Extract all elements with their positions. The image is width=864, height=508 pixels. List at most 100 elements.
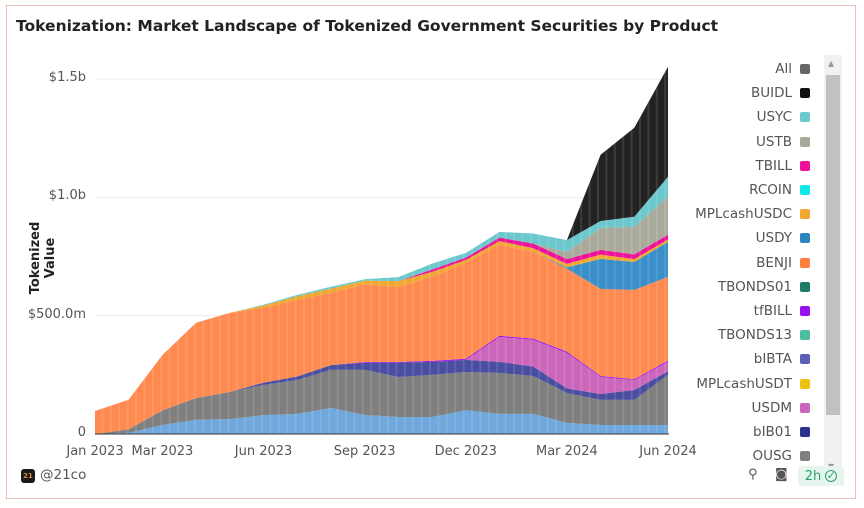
bar-separator [168, 60, 171, 434]
legend-swatch [800, 160, 810, 171]
area-unlabeled-series[interactable] [95, 407, 668, 434]
legend-swatch [800, 136, 810, 147]
area-benji[interactable] [95, 244, 668, 434]
bar-separator [538, 60, 541, 434]
legend-item-mplcashusdt[interactable]: MPLcashUSDT [650, 371, 810, 395]
legend-item-usyc[interactable]: USYC [650, 105, 810, 129]
bar-separator [101, 60, 104, 434]
bar-separator [235, 60, 238, 434]
legend-item-rcoin[interactable]: RCOIN [650, 178, 810, 202]
bar-separator [118, 60, 121, 434]
bar-separator [210, 60, 213, 434]
bar-separator [177, 60, 179, 434]
legend-swatch [800, 257, 810, 268]
author-handle[interactable]: @21co [40, 467, 87, 483]
x-tick-label: Mar 2024 [536, 444, 598, 459]
area-tbill[interactable] [95, 234, 668, 412]
bar-separator [479, 60, 482, 434]
legend-item-tbonds13[interactable]: TBONDS13 [650, 323, 810, 347]
bar-separator [336, 60, 339, 434]
scroll-up-icon[interactable]: ▲ [828, 59, 835, 68]
legend-label: OUSG [752, 448, 792, 465]
bar-separator [664, 60, 667, 434]
21co-logo: 21 [21, 469, 35, 483]
bar-separator [286, 60, 289, 434]
legend-item-tbill[interactable]: TBILL [650, 154, 810, 178]
legend-swatch [800, 354, 810, 365]
legend-scrollbar[interactable]: ▲ ▼ [824, 55, 842, 475]
legend-item-ustb[interactable]: USTB [650, 130, 810, 154]
legend-swatch [800, 426, 810, 437]
bar-separator [328, 60, 331, 434]
plug-icon[interactable]: ⚲ [748, 467, 758, 482]
scrollbar-thumb[interactable] [826, 75, 840, 415]
bar-separator [588, 60, 591, 434]
bar-separator [261, 60, 263, 434]
bar-separator [613, 60, 616, 434]
bar-separator [412, 60, 415, 434]
legend-label: BENJI [756, 254, 792, 271]
bar-separator [277, 60, 280, 434]
bar-separator [126, 60, 129, 434]
area-ousg[interactable] [95, 369, 668, 434]
legend: All BUIDL USYC USTB TBILL RCOIN MPLcashUSDC USD… [650, 57, 810, 468]
x-tick-label: Jun 2024 [639, 444, 697, 459]
y-tick-label: $1.5b [48, 70, 86, 85]
bar-separator [219, 60, 221, 434]
legend-label: TBILL [755, 157, 792, 174]
legend-swatch [800, 281, 810, 292]
bar-separator [294, 60, 297, 434]
legend-item-tbonds01[interactable]: TBONDS01 [650, 275, 810, 299]
bar-separator [109, 60, 112, 434]
legend-swatch [800, 88, 810, 99]
legend-item-bibta[interactable]: bIBTA [650, 347, 810, 371]
area-mplcashusdc[interactable] [95, 239, 668, 412]
bar-separator [135, 60, 137, 434]
bar-separator [319, 60, 322, 434]
legend-item-tfbill[interactable]: tfBILL [650, 299, 810, 323]
bar-separator [580, 60, 583, 434]
legend-item-usdm[interactable]: USDM [650, 396, 810, 420]
bar-separator [487, 60, 490, 434]
legend-item-all[interactable]: All [650, 57, 810, 81]
bar-separator [571, 60, 574, 434]
bar-separator [252, 60, 255, 434]
bar-separator [269, 60, 272, 434]
bar-separator [387, 60, 389, 434]
area-usdm[interactable] [95, 336, 668, 434]
bar-separator [353, 60, 356, 434]
legend-item-usdy[interactable]: USDY [650, 226, 810, 250]
bar-separator [244, 60, 247, 434]
legend-label: All [775, 61, 792, 78]
check-circle-icon: ✓ [825, 469, 838, 482]
bar-separator [160, 60, 163, 434]
legend-label: TBONDS13 [717, 327, 792, 344]
bar-separator [647, 60, 650, 434]
legend-item-benji[interactable]: BENJI [650, 251, 810, 275]
legend-item-ousg[interactable]: OUSG [650, 444, 810, 468]
bar-separator [437, 60, 440, 434]
legend-item-buidl[interactable]: BUIDL [650, 81, 810, 105]
camera-icon[interactable]: ◙ [775, 467, 788, 482]
x-tick-label: Jan 2023 [66, 444, 124, 459]
legend-label: USYC [756, 109, 792, 126]
legend-swatch [800, 209, 810, 220]
bar-separator [639, 60, 641, 434]
area-usyc[interactable] [95, 176, 668, 412]
bar-separator [185, 60, 188, 434]
bar-separator [496, 60, 499, 434]
bar-separator [361, 60, 364, 434]
legend-label: USDY [755, 230, 792, 247]
bar-separator [622, 60, 625, 434]
refresh-badge[interactable]: 2h ✓ [798, 466, 844, 486]
legend-item-mplcashusdc[interactable]: MPLcashUSDC [650, 202, 810, 226]
bar-separator [227, 60, 230, 434]
bar-separator [462, 60, 465, 434]
legend-swatch [800, 64, 810, 75]
legend-item-bib01[interactable]: bIB01 [650, 420, 810, 444]
bar-separator [395, 60, 398, 434]
legend-label: TBONDS01 [717, 278, 792, 295]
legend-label: BUIDL [750, 85, 792, 102]
chart-card [6, 5, 856, 499]
bar-separator [630, 60, 633, 434]
